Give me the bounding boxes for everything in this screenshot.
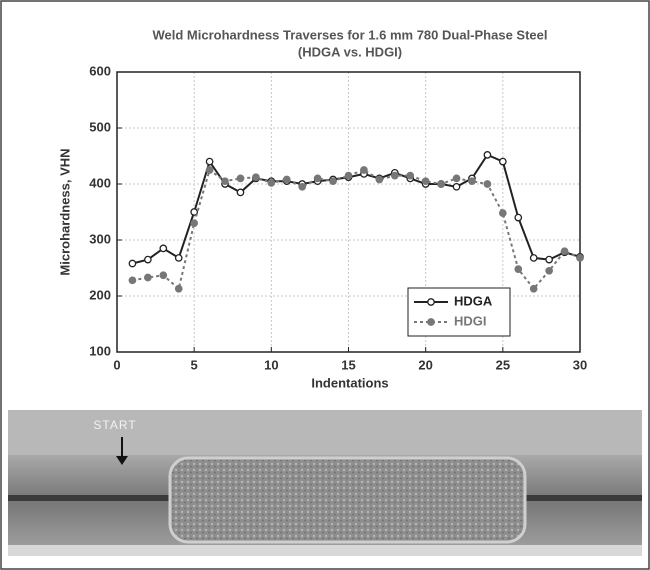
chart-subtitle: (HDGA vs. HDGI) — [298, 44, 402, 59]
data-point — [468, 177, 476, 186]
data-point — [483, 180, 492, 188]
data-point — [360, 166, 368, 174]
data-point — [205, 166, 214, 174]
data-point — [128, 276, 137, 285]
data-point — [329, 177, 337, 186]
data-point — [406, 171, 415, 180]
data-point — [144, 273, 152, 282]
data-point — [529, 254, 538, 262]
x-axis-label: Indentations — [311, 375, 388, 390]
x-tick-label: 0 — [113, 357, 120, 372]
data-point — [545, 266, 553, 275]
data-point — [252, 173, 260, 182]
data-point — [128, 259, 137, 268]
data-point — [498, 209, 507, 217]
data-point — [190, 219, 199, 228]
legend-marker — [427, 298, 435, 306]
y-tick-label: 200 — [89, 287, 111, 302]
data-point — [267, 179, 276, 187]
weld-photo: START — [8, 410, 642, 556]
data-point — [498, 157, 507, 166]
y-tick-label: 400 — [89, 175, 111, 190]
data-point — [421, 177, 430, 186]
y-tick-label: 600 — [89, 63, 111, 78]
legend-label: HDGI — [454, 313, 487, 328]
data-point — [344, 171, 353, 180]
series-line — [132, 168, 581, 291]
data-point — [298, 182, 307, 191]
data-point — [452, 174, 461, 183]
weld-nugget — [168, 456, 527, 544]
photo-bottom — [8, 545, 642, 556]
data-point — [236, 188, 245, 197]
photo-label: START — [93, 418, 136, 432]
data-point — [313, 174, 322, 183]
x-tick-label: 30 — [573, 357, 587, 372]
data-point — [174, 254, 183, 262]
data-point — [545, 255, 553, 264]
data-point — [174, 284, 183, 293]
x-tick-label: 10 — [264, 357, 278, 372]
data-point — [221, 177, 229, 186]
data-point — [205, 157, 214, 166]
legend-label: HDGA — [454, 293, 493, 308]
x-tick-label: 25 — [496, 357, 510, 372]
data-point — [576, 254, 584, 262]
data-point — [529, 284, 538, 293]
data-point — [375, 175, 384, 184]
data-point — [483, 151, 492, 159]
x-tick-label: 20 — [418, 357, 432, 372]
data-point — [437, 180, 445, 188]
plot-border — [116, 71, 581, 353]
data-point — [560, 247, 569, 256]
y-axis-label: Microhardness, VHN — [57, 148, 72, 275]
start-arrowhead — [116, 456, 128, 465]
y-tick-label: 300 — [89, 231, 111, 246]
x-tick-label: 5 — [191, 357, 198, 372]
data-point — [452, 182, 461, 191]
legend-box — [407, 287, 511, 337]
data-point — [236, 174, 245, 183]
data-point — [159, 271, 168, 280]
x-tick-label: 15 — [341, 357, 355, 372]
data-point — [514, 213, 523, 222]
data-point — [159, 244, 168, 253]
y-tick-label: 500 — [89, 119, 111, 134]
data-point — [514, 265, 523, 273]
y-tick-label: 100 — [89, 343, 111, 358]
legend-marker — [427, 318, 435, 326]
data-point — [190, 208, 199, 216]
chart-title: Weld Microhardness Traverses for 1.6 mm … — [153, 27, 548, 42]
data-point — [144, 255, 152, 264]
data-point — [390, 171, 399, 180]
data-point — [282, 175, 291, 184]
